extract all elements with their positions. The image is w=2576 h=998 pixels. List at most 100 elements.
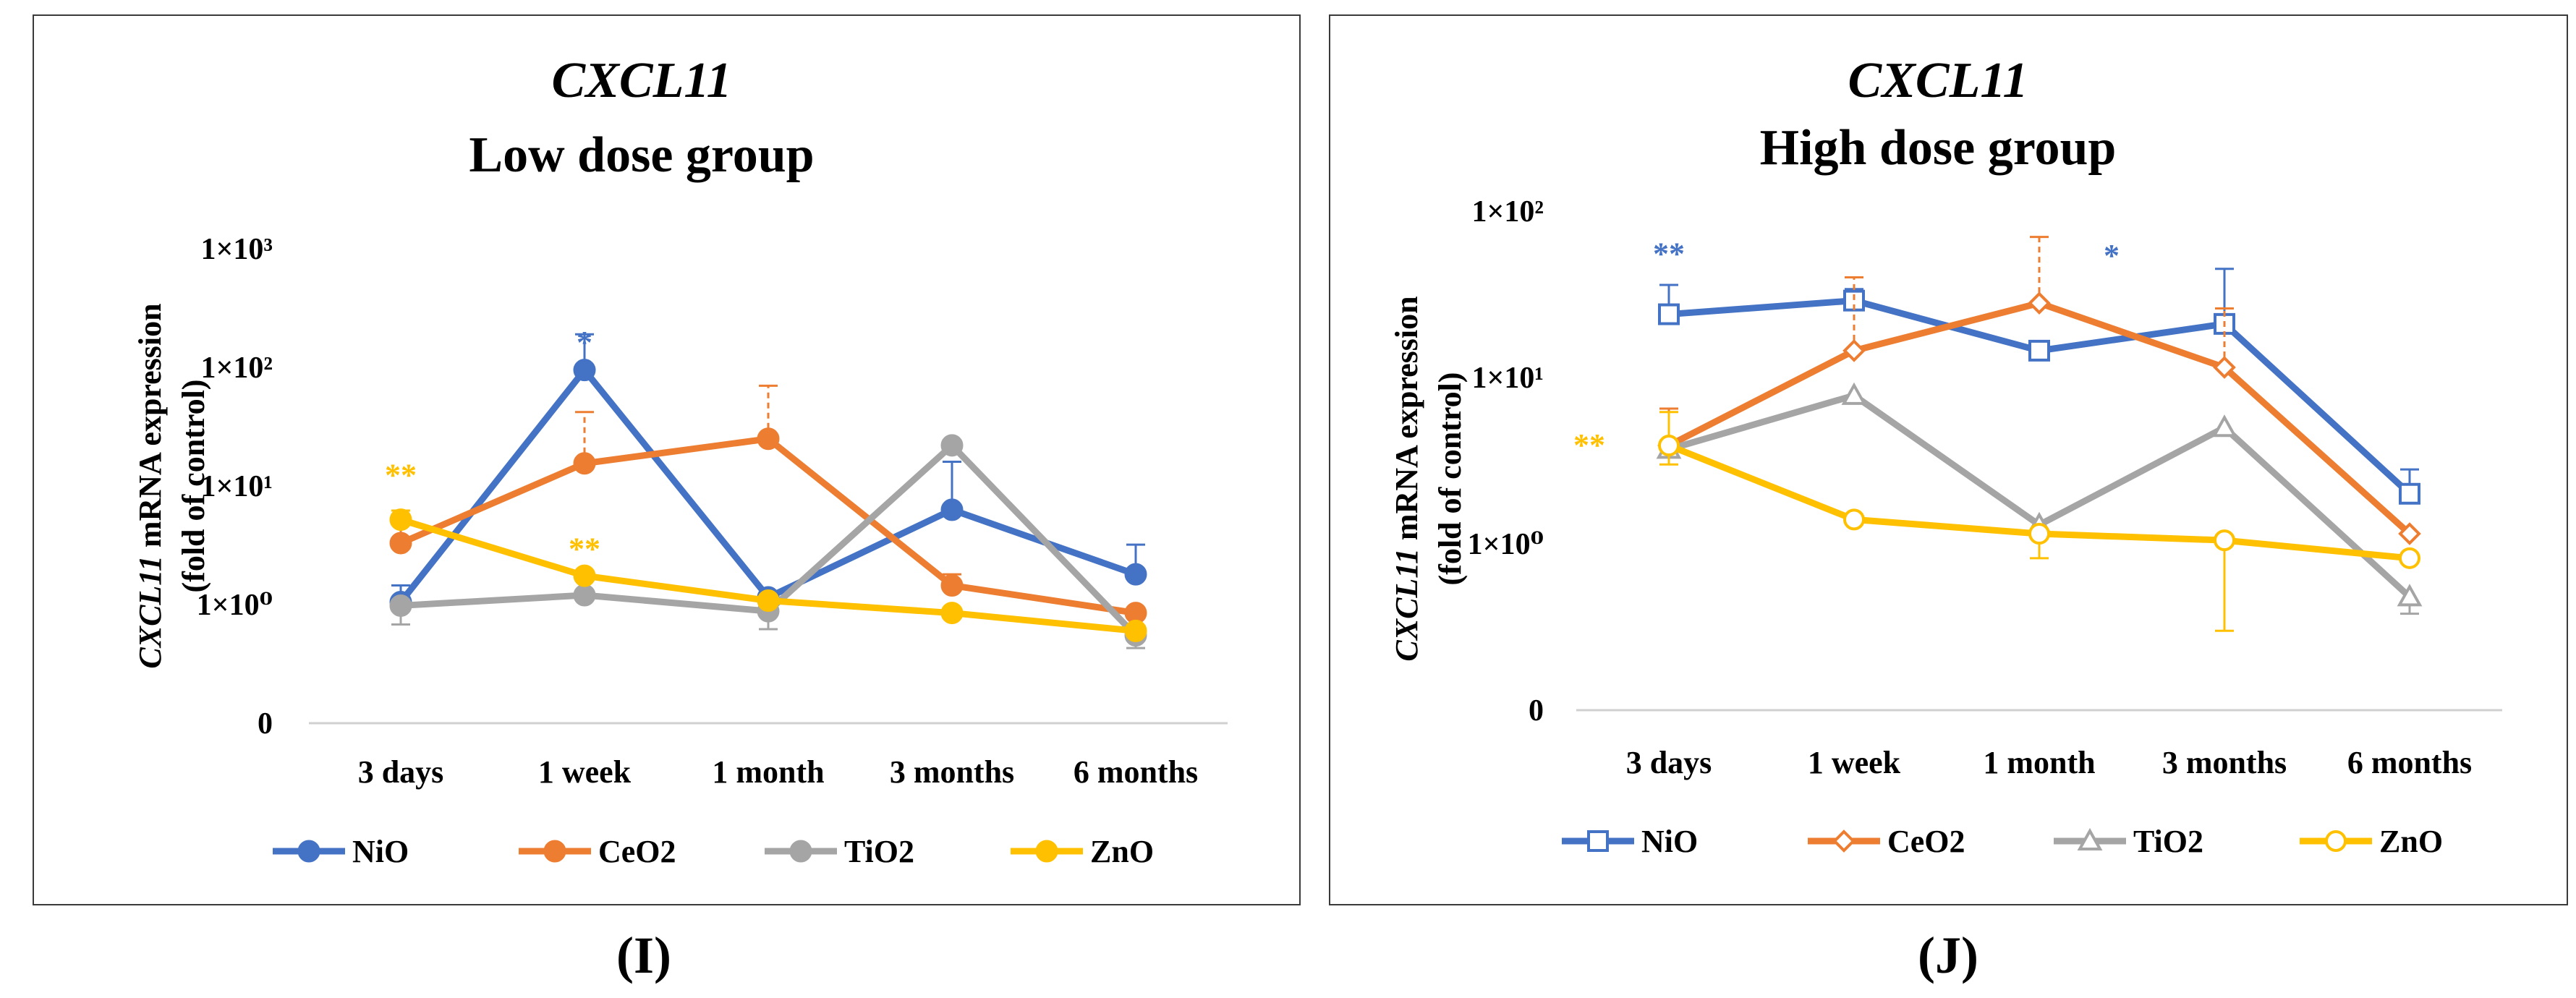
y-axis-label-sub: (fold of control): [176, 380, 211, 593]
legend-marker: [1587, 830, 1609, 852]
y-axis-label-text: mRNA expression: [1389, 296, 1424, 548]
significance-annotation: **: [569, 531, 600, 566]
legend-label: CeO2: [598, 834, 676, 869]
legend-item-ceo2: CeO2: [519, 834, 676, 869]
y-tick-label: 1×10¹: [1471, 362, 1544, 395]
data-point: [1658, 303, 1680, 325]
data-point: [940, 602, 964, 625]
y-tick-label: 0: [258, 707, 273, 741]
data-point: [389, 508, 412, 532]
data-point: [2028, 339, 2050, 362]
chart-panel-high-dose: CXCL11 High dose group CXCL11 mRNA express…: [1329, 14, 2568, 905]
chart-low-dose: CXCL11 Low dose group CXCL11 mRNA expressi…: [132, 53, 1228, 869]
chart-gene-title: CXCL11: [1848, 53, 2028, 108]
series-line: [1667, 392, 2413, 600]
legend-item-nio: NiO: [1562, 824, 1698, 859]
y-tick-label: 0: [1529, 694, 1544, 728]
legend-label: TiO2: [844, 834, 914, 869]
chart-high-dose: CXCL11 High dose group CXCL11 mRNA express…: [1389, 53, 2502, 859]
series-ceo2: [1657, 236, 2421, 545]
x-tick-label: 6 months: [2347, 745, 2472, 780]
data-point: [389, 594, 412, 617]
legend-item-nio: NiO: [273, 834, 409, 869]
y-axis-label-sub: (fold of control): [1432, 372, 1468, 586]
data-point: [940, 498, 964, 521]
data-point: [757, 589, 780, 613]
x-tick-label: 3 months: [890, 754, 1014, 790]
legend-marker: [2325, 830, 2347, 852]
series-nio: [1658, 268, 2420, 505]
series-nio: [389, 333, 1147, 614]
data-point: [2398, 522, 2421, 545]
data-point: [2213, 356, 2236, 379]
data-point: [573, 584, 596, 607]
data-point: [1658, 435, 1680, 457]
data-point: [2397, 584, 2423, 607]
legend-label: ZnO: [2379, 824, 2443, 859]
x-tick-label: 1 month: [712, 754, 824, 790]
y-axis-label: CXCL11 mRNA expression: [1389, 296, 1424, 661]
y-axis-label-gene: CXCL11: [1389, 548, 1424, 662]
legend-marker: [1832, 829, 1856, 853]
y-tick-label: 1×10⁰: [1468, 528, 1544, 561]
data-point: [1841, 382, 1867, 405]
legend-item-tio2: TiO2: [2054, 824, 2203, 859]
series-ceo2: [389, 384, 1147, 625]
y-tick-label: 1×10²: [1471, 195, 1544, 229]
data-point: [2028, 523, 2050, 545]
legend-label: TiO2: [2133, 824, 2203, 859]
data-point: [1843, 508, 1865, 531]
y-axis-label: CXCL11 mRNA expression: [132, 303, 168, 668]
legend-item-ceo2: CeO2: [1808, 824, 1965, 859]
legend-item-zno: ZnO: [1011, 834, 1154, 869]
x-tick-label: 1 week: [538, 754, 632, 790]
legend-label: NiO: [352, 834, 409, 869]
series-zno: [1658, 411, 2420, 632]
chart-title: High dose group: [1760, 120, 2117, 176]
data-point: [2211, 414, 2237, 438]
data-point: [2399, 547, 2420, 569]
legend-marker: [789, 840, 812, 863]
subfigure-label-j: (J): [1918, 926, 1978, 984]
x-tick-label: 3 days: [358, 754, 444, 790]
data-point: [2399, 482, 2420, 505]
y-tick-label: 1×10³: [200, 233, 273, 266]
x-tick-label: 1 week: [1808, 745, 1901, 780]
data-point: [2214, 529, 2235, 552]
legend-marker: [1035, 840, 1058, 863]
x-tick-label: 3 days: [1626, 745, 1712, 780]
significance-annotation: **: [1573, 427, 1605, 463]
chart-gene-title: CXCL11: [552, 53, 732, 108]
series-tio2: [1656, 382, 2423, 615]
significance-annotation: **: [385, 458, 417, 493]
legend-marker: [297, 840, 320, 863]
data-point: [757, 427, 780, 451]
data-point: [1124, 619, 1147, 642]
data-point: [940, 574, 964, 597]
significance-annotation: *: [577, 325, 592, 360]
legend-marker: [543, 840, 566, 863]
legend-label: ZnO: [1090, 834, 1154, 869]
data-point: [573, 564, 596, 587]
x-tick-label: 6 months: [1074, 754, 1198, 790]
series-zno: [389, 508, 1147, 642]
data-point: [1124, 563, 1147, 586]
y-axis-label-gene: CXCL11: [132, 555, 168, 669]
x-tick-label: 1 month: [1983, 745, 2095, 780]
subfigure-label-i: (I): [616, 926, 671, 984]
data-point: [573, 452, 596, 475]
chart-panel-low-dose: CXCL11 Low dose group CXCL11 mRNA expressi…: [33, 14, 1301, 905]
y-tick-label: 1×10²: [200, 351, 273, 385]
data-point: [573, 359, 596, 382]
legend-label: NiO: [1641, 824, 1698, 859]
x-tick-label: 3 months: [2162, 745, 2287, 780]
y-tick-label: 1×10¹: [200, 470, 273, 503]
series-line: [1668, 297, 2413, 497]
chart-title: Low dose group: [469, 127, 814, 183]
y-tick-label: 1×10⁰: [197, 589, 273, 622]
data-point: [1842, 339, 1866, 362]
legend-item-zno: ZnO: [2300, 824, 2443, 859]
legend-item-tio2: TiO2: [765, 834, 914, 869]
data-point: [940, 434, 964, 457]
data-point: [2028, 291, 2051, 315]
